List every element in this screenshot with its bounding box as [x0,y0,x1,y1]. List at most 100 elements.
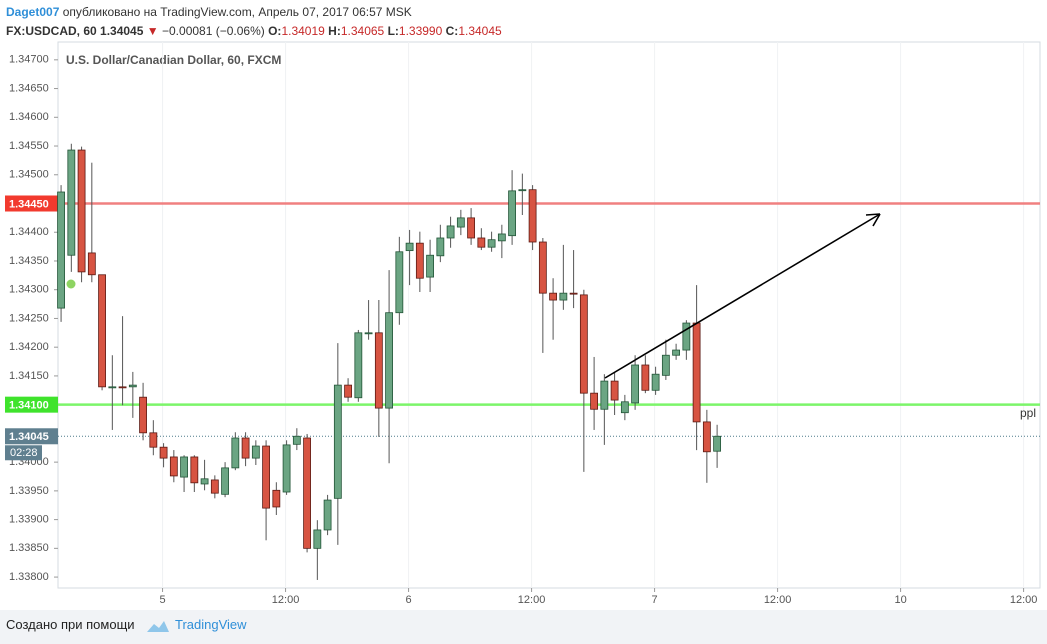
candle-body [549,292,558,301]
change: −0.00081 (−0.06%) [162,24,265,38]
header: Daget007 опубликовано на TradingView.com… [6,3,502,41]
x-tick-label: 5 [159,594,165,606]
published: опубликовано на TradingView.com, Апрель … [62,5,412,19]
header-line-1: Daget007 опубликовано на TradingView.com… [6,3,502,22]
candle-body [590,392,599,410]
footer: Создано при помощи TradingView [0,610,1047,644]
candle-body [98,274,106,388]
trend-arrow [604,213,881,379]
y-tick-label: 1.34700 [9,54,49,66]
candle-body [436,237,445,257]
footer-text: Создано при помощи [6,617,135,632]
candle-body [528,189,537,243]
y-tick-label: 1.34650 [9,82,49,94]
y-tick-label: 1.34500 [9,169,49,181]
ohlc-label: C: [445,24,459,38]
candle-body [118,386,127,389]
candle-body [405,242,414,252]
candle-body [374,332,383,409]
candle-body [702,421,711,453]
candle-body [538,241,547,294]
candle-body [477,237,486,248]
candle-body [385,312,393,409]
candle-body [139,396,147,434]
price-label: 1.34450 [9,198,49,210]
candle-body [415,242,424,279]
y-tick-label: 1.34150 [9,370,49,382]
x-tick-label: 12:00 [272,594,300,606]
candle-body [641,364,650,391]
y-tick-label: 1.34200 [9,341,49,353]
candle-body [682,322,691,351]
candle-body [364,332,373,335]
candle-body [620,401,629,414]
y-tick-label: 1.34400 [9,226,49,238]
price-label: 1.34100 [9,400,49,412]
ohlc-value: 1.33990 [398,24,443,38]
candle-body [159,446,168,459]
candle-body [210,479,219,494]
ohlc-value: 1.34065 [340,24,385,38]
candle-body [87,252,96,276]
ohlc-value: 1.34045 [458,24,502,38]
ohlc-label: H: [328,24,341,38]
candle-body [651,373,660,391]
ohlc-label: L: [387,24,399,38]
candle-body [333,384,342,499]
x-tick-label: 12:00 [764,594,792,606]
candle-body [354,332,363,399]
x-tick-label: 12:00 [518,594,546,606]
x-tick-label: 7 [652,594,658,606]
countdown-box [5,445,42,461]
x-tick-label: 10 [894,594,906,606]
line-name: ppl [1020,406,1036,420]
candle-body [610,380,619,401]
candle-body [395,251,404,314]
candle-body [508,190,516,237]
ohlc-label: O: [268,24,282,38]
header-line-2: FX:USDCAD, 60 1.34045 ▼ −0.00081 (−0.06%… [6,22,502,41]
price-label-box [5,396,58,413]
candle-body [77,149,86,273]
candle-body [67,149,76,256]
candle-body [518,189,527,192]
candle-body [426,254,434,278]
brand[interactable]: TradingView [175,617,247,632]
candle-body [487,239,496,248]
candle-body [446,225,455,239]
chart: U.S. Dollar/Canadian Dollar, 60, FXCM 1.… [5,41,1041,606]
ohlc-value: 1.34019 [281,24,325,38]
candle-body [282,444,291,493]
y-tick-label: 1.34600 [9,111,49,123]
y-tick-label: 1.34300 [9,284,49,296]
candle-body [108,386,117,389]
candle-body [467,217,475,239]
candle-body [323,499,332,531]
author[interactable]: Daget007 [6,5,60,19]
candle-body [292,435,301,445]
candle-body [600,380,609,410]
candle-body [579,294,588,394]
last-price-label: 1.34045 [9,431,49,443]
candle-body [251,445,260,459]
last-price-box [5,428,58,445]
y-tick-label: 1.33950 [9,485,49,497]
candle-body [190,456,199,484]
candle-body [497,233,506,242]
candle-body [231,437,240,469]
direction: ▼ [146,24,159,38]
brand-logo [147,621,169,632]
candle-body [672,349,681,356]
candle-body [692,322,701,423]
candle-body [128,384,137,388]
candle-body [169,456,178,477]
candle-body [149,432,158,448]
candle-body [303,437,311,549]
plot-area [57,41,1041,589]
candle-body [180,456,188,478]
y-tick-label: 1.33900 [9,514,49,526]
candle-body [241,437,250,459]
last: 1.34045 [100,24,144,38]
y-tick-label: 1.34350 [9,255,49,267]
